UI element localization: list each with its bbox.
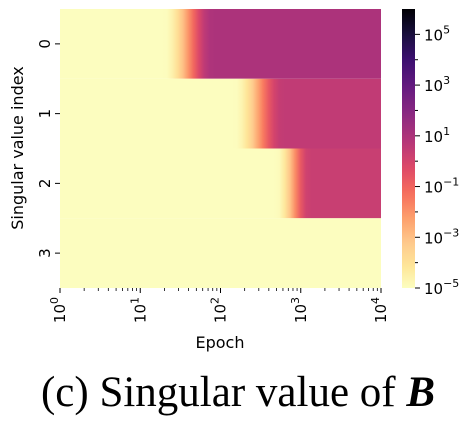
y-tick-label: 3 [36, 248, 54, 258]
heatmap-figure: 10−5 10−3 10−1 101 103 105 100 101 102 103 104 0 1 2… [8, 9, 459, 352]
y-axis-label: Singular value index [8, 66, 27, 230]
x-tick-label: 102 [209, 297, 230, 323]
colorbar-tick-label: 101 [424, 125, 450, 146]
y-tick-label: 1 [36, 109, 54, 119]
caption-prefix: (c) Singular value of [40, 369, 407, 416]
y-tick-label: 0 [36, 39, 54, 49]
colorbar-tick-label: 10−5 [424, 277, 459, 298]
colorbar-tick-label: 105 [424, 23, 450, 44]
heatmap-cells [60, 9, 381, 288]
colorbar-gradient [402, 9, 415, 288]
axes: 100 101 102 103 104 0 1 2 3 [36, 39, 390, 323]
colorbar-tick-label: 10−1 [424, 176, 459, 197]
x-tick-label: 101 [128, 297, 149, 323]
caption-symbol: B [406, 369, 436, 416]
x-tick-label: 100 [48, 297, 69, 323]
colorbar: 10−5 10−3 10−1 101 103 105 [402, 9, 459, 298]
x-tick-label: 104 [369, 297, 390, 323]
colorbar-tick-label: 103 [424, 74, 450, 95]
heatmap-row-0 [60, 9, 381, 79]
colorbar-tick-label: 10−3 [424, 226, 459, 247]
x-tick-label: 103 [289, 297, 310, 323]
heatmap-row-1 [60, 78, 381, 149]
y-tick-label: 2 [36, 179, 54, 189]
heatmap-row-2 [60, 148, 381, 219]
figure-caption: (c) Singular value of B [0, 368, 476, 417]
x-axis-label: Epoch [196, 333, 245, 352]
heatmap-row-3 [60, 218, 381, 288]
